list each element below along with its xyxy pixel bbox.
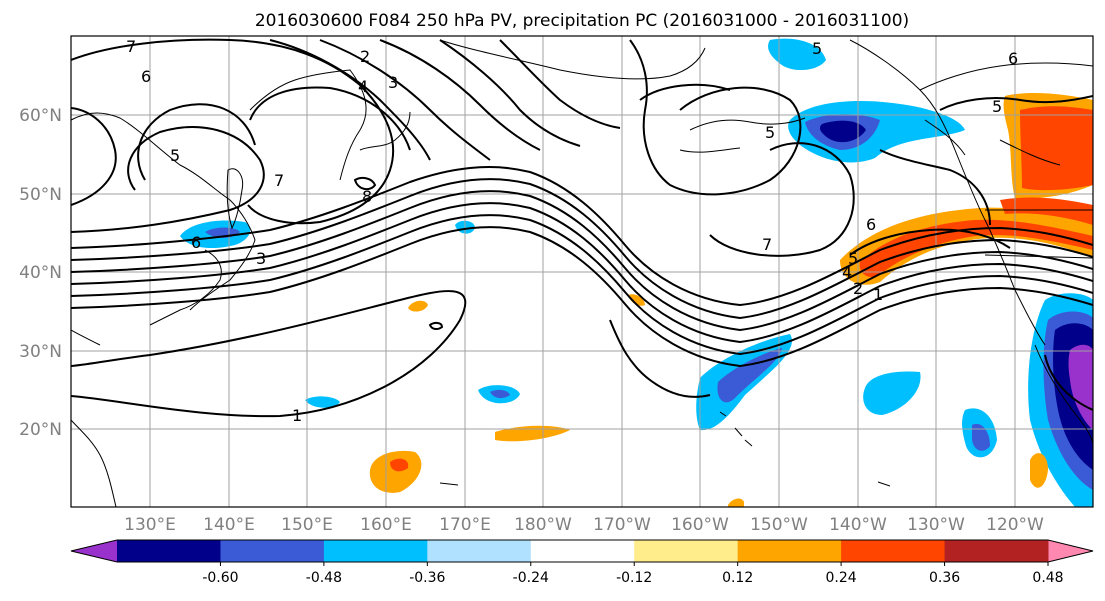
colorbar-segment bbox=[944, 540, 1049, 562]
lon-tick-label: 140°E bbox=[203, 515, 255, 535]
lon-tick-label: 170°E bbox=[439, 515, 491, 535]
colorbar-tick-label: -0.24 bbox=[513, 570, 549, 586]
contour-label: 7 bbox=[126, 37, 136, 56]
precip-blob-positive bbox=[369, 450, 422, 493]
precip-blob-positive bbox=[1020, 106, 1093, 191]
lon-tick-label: 140°W bbox=[829, 515, 887, 535]
latitude-labels: 20°N 30°N 40°N 50°N 60°N bbox=[19, 106, 62, 440]
contour-label: 8 bbox=[362, 187, 372, 206]
colorbar-tick-label: -0.12 bbox=[616, 570, 652, 586]
contour-label: 3 bbox=[256, 249, 266, 268]
precip-blob-positive bbox=[408, 300, 428, 312]
lon-tick-label: 150°W bbox=[750, 515, 808, 535]
lat-tick-label: 20°N bbox=[19, 420, 62, 440]
pv-contours bbox=[71, 38, 1093, 418]
contour-labels: 7 6 5 2 3 4 7 8 6 3 5 5 7 6 5 4 2 1 1 5 bbox=[126, 37, 1018, 425]
colorbar-tick-label: -0.60 bbox=[202, 570, 238, 586]
contour-label: 6 bbox=[1008, 49, 1018, 68]
precip-blob-negative bbox=[820, 120, 866, 143]
precip-blob-positive bbox=[728, 498, 744, 507]
colorbar-segment bbox=[737, 540, 842, 562]
contour-label: 6 bbox=[866, 215, 876, 234]
colorbar: -0.60 -0.48 -0.36 -0.24 -0.12 0.12 0.24 0.36 0.4… bbox=[70, 539, 1094, 586]
contour-label: 7 bbox=[762, 235, 772, 254]
colorbar-segment bbox=[634, 540, 739, 562]
lon-tick-label: 160°E bbox=[360, 515, 412, 535]
precip-blob-positive bbox=[1030, 453, 1048, 488]
contour-label: 4 bbox=[358, 77, 368, 96]
colorbar-extend-max bbox=[1048, 540, 1093, 562]
precip-blob-positive bbox=[628, 294, 645, 306]
colorbar-outline bbox=[70, 539, 1094, 563]
contour-label: 7 bbox=[274, 171, 284, 190]
colorbar-segment bbox=[117, 540, 221, 562]
contour-label: 1 bbox=[292, 406, 302, 425]
contour-label: 5 bbox=[765, 123, 775, 142]
contour-label: 1 bbox=[873, 285, 883, 304]
contour-label: 4 bbox=[842, 263, 852, 282]
contour-label: 5 bbox=[170, 146, 180, 165]
longitude-labels: 130°E 140°E 150°E 160°E 170°E 180°W 170°… bbox=[124, 515, 1044, 535]
lon-tick-label: 180°W bbox=[514, 515, 572, 535]
precip-blob-negative bbox=[863, 371, 921, 415]
lat-tick-label: 50°N bbox=[19, 185, 62, 205]
figure-title: 2016030600 F084 250 hPa PV, precipitatio… bbox=[255, 11, 909, 31]
map-frame bbox=[70, 35, 1094, 508]
contour-label: 5 bbox=[848, 249, 858, 268]
coastlines bbox=[71, 39, 1093, 507]
contour-label: 2 bbox=[853, 279, 863, 298]
colorbar-segment bbox=[841, 540, 946, 562]
precip-blob-negative bbox=[768, 38, 826, 71]
contour-label: 3 bbox=[388, 73, 398, 92]
colorbar-segment bbox=[530, 540, 635, 562]
precip-blob-negative bbox=[972, 423, 990, 451]
colorbar-tick-label: -0.48 bbox=[306, 570, 342, 586]
colorbar-segment bbox=[220, 540, 325, 562]
map-panel: 7 6 5 2 3 4 7 8 6 3 5 5 7 6 5 4 2 1 1 5 bbox=[70, 35, 1094, 508]
colorbar-tick-label: 0.36 bbox=[929, 570, 960, 586]
lon-tick-label: 130°W bbox=[907, 515, 965, 535]
contour-label: 6 bbox=[191, 233, 201, 252]
colorbar-segment bbox=[427, 540, 532, 562]
precip-blob-positive bbox=[390, 458, 409, 472]
contour-label: 5 bbox=[992, 97, 1002, 116]
precip-blob-positive bbox=[495, 425, 570, 442]
lon-tick-label: 170°W bbox=[593, 515, 651, 535]
lon-tick-label: 150°E bbox=[281, 515, 333, 535]
contour-label: 2 bbox=[360, 47, 370, 66]
colorbar-tick-label: -0.36 bbox=[409, 570, 445, 586]
colorbar-segment bbox=[323, 540, 428, 562]
precip-blob-negative bbox=[305, 396, 340, 408]
lon-tick-label: 130°E bbox=[124, 515, 176, 535]
colorbar-tick-label: 0.48 bbox=[1032, 570, 1063, 586]
lat-tick-label: 30°N bbox=[19, 342, 62, 362]
precip-blob-negative bbox=[490, 389, 510, 399]
colorbar-extend-min bbox=[71, 540, 117, 562]
contour-label: 6 bbox=[141, 67, 151, 86]
colorbar-tick-label: 0.24 bbox=[826, 570, 857, 586]
lon-tick-label: 120°W bbox=[986, 515, 1044, 535]
precip-blob-positive bbox=[1000, 197, 1093, 225]
contour-label: 5 bbox=[812, 39, 822, 58]
precip-blob-positive bbox=[859, 219, 1093, 278]
lat-tick-label: 40°N bbox=[19, 263, 62, 283]
lon-tick-label: 160°W bbox=[671, 515, 729, 535]
precip-blob-negative bbox=[1068, 344, 1093, 430]
colorbar-tick-label: 0.12 bbox=[722, 570, 753, 586]
lat-tick-label: 60°N bbox=[19, 106, 62, 126]
